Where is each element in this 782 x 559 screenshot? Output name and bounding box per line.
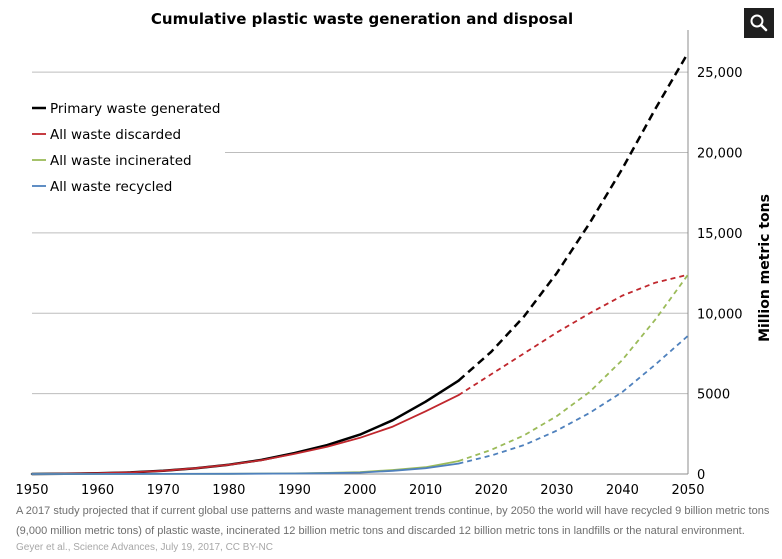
y-tick-label: 15,000 [697,227,743,242]
series-line-historical [31,462,460,475]
x-tick-label: 2020 [475,483,508,498]
zoom-button[interactable] [744,8,774,38]
x-tick-label: 1950 [15,483,48,498]
y-tick-label: 20,000 [697,147,743,162]
y-tick-label: 10,000 [697,307,743,322]
y-tick-label: 0 [697,468,705,483]
y-axis-label: Million metric tons [757,194,773,342]
figure-credit: Geyer et al., Science Advances, July 19,… [16,542,273,553]
legend-label: All waste incinerated [50,153,192,169]
series-line-projection [458,274,689,462]
series-line-historical [30,379,460,476]
series-line-historical [31,394,460,475]
x-tick-label: 2010 [409,483,442,498]
x-tick-label: 1980 [212,483,245,498]
legend-label: All waste discarded [50,127,181,143]
x-tick-label: 1960 [81,483,114,498]
x-tick-label: 2040 [606,483,639,498]
x-tick-label: 1970 [147,483,180,498]
series-lines [30,52,690,476]
legend-label: Primary waste generated [50,101,220,117]
magnifier-icon [750,14,768,32]
chart-title: Cumulative plastic waste generation and … [151,10,573,28]
series-line-projection [458,335,689,465]
x-tick-label: 1990 [278,483,311,498]
y-tick-label: 25,000 [697,66,743,81]
series-line-projection [457,273,689,396]
legend-label: All waste recycled [50,179,172,195]
series-line-projection [457,52,690,382]
line-chart: Cumulative plastic waste generation and … [15,10,773,498]
gridlines [32,71,688,395]
y-tick-label: 5000 [697,388,730,403]
x-tick-label: 2000 [343,483,376,498]
figure-caption: A 2017 study projected that if current g… [16,505,770,537]
x-tick-label: 2050 [671,483,704,498]
legend: Primary waste generated All waste discard… [32,101,220,195]
x-tick-label: 2030 [540,483,573,498]
